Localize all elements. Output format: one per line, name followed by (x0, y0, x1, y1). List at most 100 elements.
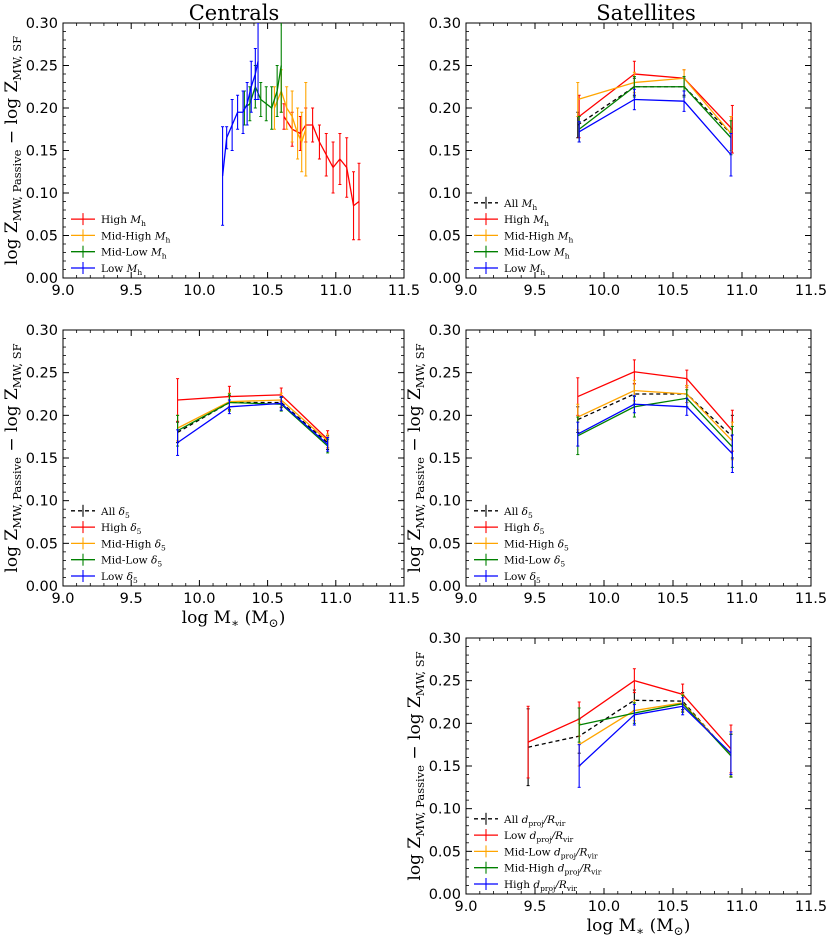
x-tick-label: 11.0 (726, 283, 758, 299)
x-axis-label: log M∗ (M⊙) (587, 916, 691, 938)
series-low-5 (176, 396, 330, 456)
legend-label: Low dproj/Rvir (504, 830, 574, 844)
x-tick-label: 10.0 (588, 283, 620, 299)
x-tick-label: 11.0 (320, 283, 352, 299)
y-tick-label: 0.30 (429, 631, 461, 647)
y-tick-label: 0.05 (429, 229, 461, 245)
legend-label: Mid-Low δ5 (504, 555, 565, 569)
x-tick-label: 10.5 (251, 283, 283, 299)
x-tick-label: 10.0 (183, 283, 215, 299)
series-line (177, 402, 329, 445)
x-tick-label: 10.5 (657, 591, 689, 607)
series-line (577, 403, 733, 455)
x-tick-label: 11.5 (795, 283, 827, 299)
series-line (177, 401, 329, 447)
column-title-centrals: Centrals (189, 1, 280, 25)
y-tick-label: 0.15 (26, 144, 58, 160)
series-all-dproj-rvir (526, 689, 733, 787)
legend-label: All Mh (503, 198, 537, 212)
legend-item: All dproj/Rvir (474, 812, 566, 828)
x-tick-label: 11.5 (795, 899, 827, 915)
x-tick-label: 10.5 (657, 899, 689, 915)
y-axis-label: log ZMW, Passive − log ZMW, SF (2, 343, 24, 572)
legend-item: Mid-High δ5 (474, 537, 569, 552)
y-tick-label: 0.15 (429, 144, 461, 160)
y-tick-label: 0.25 (26, 59, 58, 75)
x-tick-label: 9.0 (454, 283, 477, 299)
y-tick-label: 0.15 (429, 451, 461, 467)
legend: All dproj/Rvir Low dproj/Rvir Mid-Low dpro… (474, 812, 602, 893)
legend-item: All Mh (474, 196, 537, 212)
legend: High Mh Mid-High Mh Mid-Low Mh Low Mh (71, 213, 170, 277)
legend-label: High Mh (504, 214, 549, 228)
y-tick-label: 0.10 (26, 186, 58, 202)
series-line (577, 393, 733, 438)
legend-item: Mid-High Mh (474, 229, 573, 244)
series-line (577, 86, 732, 134)
legend-item: Mid-High dproj/Rvir (474, 861, 602, 877)
x-tick-label: 9.0 (454, 899, 477, 915)
legend-label: All dproj/Rvir (503, 814, 566, 828)
y-tick-label: 0.05 (26, 536, 58, 552)
legend-item: Low δ5 (71, 570, 138, 585)
series-line (577, 77, 732, 134)
legend-item: Low Mh (474, 262, 545, 277)
x-tick-label: 10.5 (657, 283, 689, 299)
series-line (177, 401, 329, 444)
x-tick-label: 11.5 (795, 591, 827, 607)
y-tick-label: 0.10 (429, 186, 461, 202)
series-mid-high-m-h (576, 69, 733, 151)
series-mid-low-5 (576, 389, 734, 468)
series-line (578, 705, 732, 767)
x-tick-label: 10.0 (183, 591, 215, 607)
x-tick-label: 10.5 (251, 591, 283, 607)
series-high-m-h (577, 60, 734, 154)
data-layer (221, 23, 361, 241)
y-tick-label: 0.10 (26, 494, 58, 510)
series-line (221, 61, 259, 177)
x-tick-label: 10.0 (588, 899, 620, 915)
y-tick-label: 0.25 (429, 59, 461, 75)
y-tick-label: 0.30 (26, 16, 58, 32)
legend-label: High δ5 (101, 522, 142, 536)
y-tick-label: 0.20 (429, 101, 461, 117)
legend-label: Mid-High Mh (504, 230, 573, 244)
x-tick-label: 11.0 (320, 591, 352, 607)
y-tick-label: 0.30 (26, 323, 58, 339)
legend-label: Low Mh (504, 263, 545, 277)
legend-item: Mid-High Mh (71, 229, 170, 244)
x-tick-label: 10.0 (588, 591, 620, 607)
data-layer (526, 668, 733, 788)
legend-item: Mid-High δ5 (71, 537, 166, 552)
legend-item: High Mh (474, 213, 549, 228)
x-tick-label: 11.5 (388, 591, 420, 607)
x-tick-label: 9.5 (120, 591, 143, 607)
y-tick-label: 0.00 (429, 887, 461, 903)
legend: All Mh High Mh Mid-High Mh Mid-Low Mh Low Mh (474, 196, 573, 277)
y-tick-label: 0.30 (429, 16, 461, 32)
x-tick-label: 11.0 (726, 591, 758, 607)
y-tick-label: 0.05 (26, 229, 58, 245)
data-layer (176, 378, 330, 456)
legend-label: Mid-High δ5 (101, 538, 166, 552)
legend-label: Mid-Low Mh (101, 247, 167, 261)
panel-centrals-density: 9.0 9.5 10.0 10.5 11.0 11.5 0.00 0.05 0.10 0.15 0.… (2, 323, 420, 630)
series-mid-low-5 (176, 393, 330, 454)
legend-item: All δ5 (474, 504, 533, 520)
series-line (177, 399, 329, 442)
y-tick-label: 0.10 (429, 494, 461, 510)
panel-centrals-halo: 9.0 9.5 10.0 10.5 11.0 11.5 0.00 0.05 0.10 0.15 0.… (2, 16, 420, 299)
legend-label: Mid-High Mh (101, 230, 170, 244)
series-line (577, 397, 733, 448)
y-tick-label: 0.00 (26, 271, 58, 287)
y-tick-label: 0.25 (429, 674, 461, 690)
x-tick-label: 9.5 (120, 283, 143, 299)
legend-item: Low dproj/Rvir (474, 829, 574, 844)
y-tick-label: 0.05 (429, 844, 461, 860)
series-mid-low-dproj-rvir (577, 693, 733, 777)
legend-item: Mid-Low dproj/Rvir (474, 845, 598, 860)
legend-label: All δ5 (503, 506, 533, 520)
series-mid-high-5 (576, 379, 734, 461)
series-high-dproj-rvir (577, 697, 733, 788)
